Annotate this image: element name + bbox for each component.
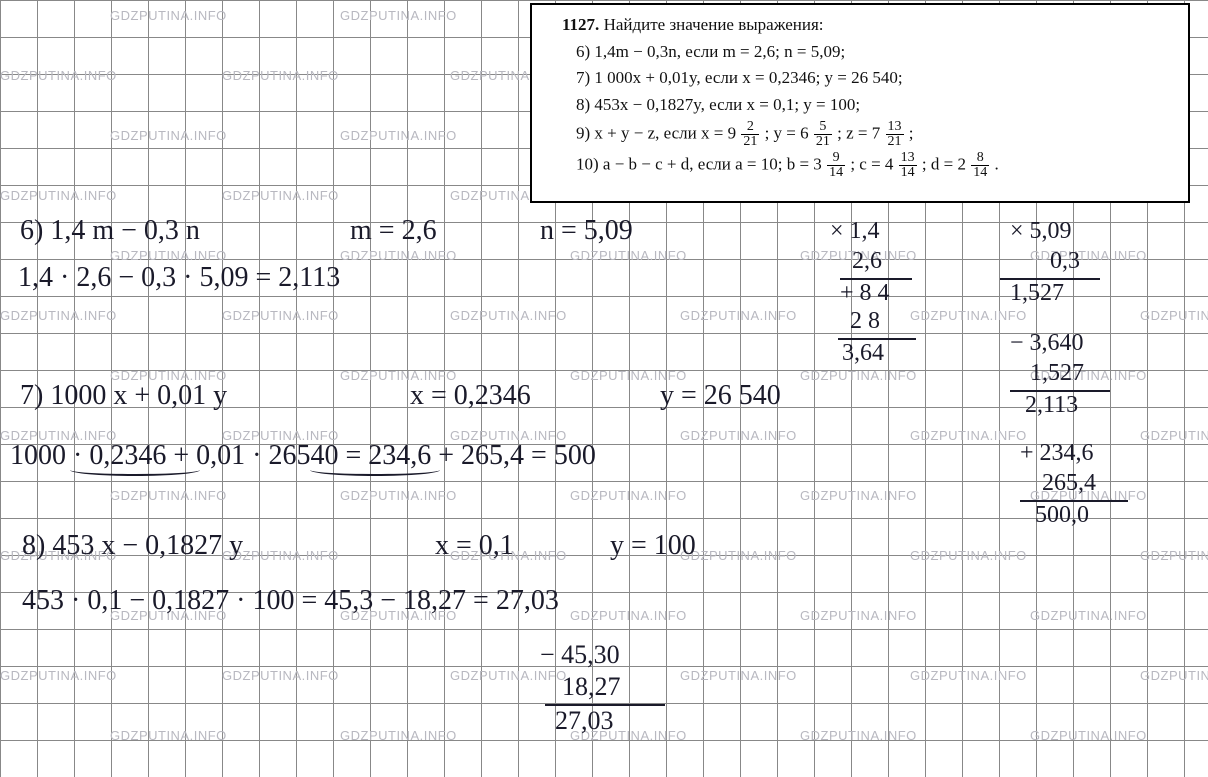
l9-prefix: 9) x + y − z, если x = 9 xyxy=(576,123,736,142)
problem-title-line: 1127. Найдите значение выражения: xyxy=(562,13,1174,38)
hand-p6-n: n = 5,09 xyxy=(540,215,633,247)
problem-number: 1127. xyxy=(562,15,599,34)
hand-col5-1: − 45,30 xyxy=(540,640,620,670)
problem-line-8: 8) 453x − 0,1827y, если x = 0,1; y = 100… xyxy=(576,93,1174,118)
hand-p7-calc: 1000 · 0,2346 + 0,01 · 26540 = 234,6 + 2… xyxy=(10,440,596,472)
hand-p6-expression: 6) 1,4 m − 0,3 n xyxy=(20,215,200,247)
fraction: 1321 xyxy=(886,120,904,149)
hand-p8-expression: 8) 453 x − 0,1827 y xyxy=(22,530,243,562)
hand-p8-y: y = 100 xyxy=(610,530,696,562)
hand-p8-x: x = 0,1 xyxy=(435,530,514,562)
hand-p7-y: y = 26 540 xyxy=(660,380,781,412)
hand-p7-expression: 7) 1000 x + 0,01 y xyxy=(20,380,227,412)
hand-p6-m: m = 2,6 xyxy=(350,215,437,247)
l9-mid2: ; z = 7 xyxy=(837,123,880,142)
problem-title: Найдите значение выражения: xyxy=(604,15,824,34)
hand-p8-calc: 453 · 0,1 − 0,1827 · 100 = 45,3 − 18,27 … xyxy=(22,585,559,617)
hand-col3-2: 1,527 xyxy=(1030,360,1084,387)
problem-line-9: 9) x + y − z, если x = 9 221 ; y = 6 521… xyxy=(576,120,1174,149)
hand-col1-3: + 8 4 xyxy=(840,280,890,307)
problem-line-7: 7) 1 000x + 0,01y, если x = 0,2346; y = … xyxy=(576,66,1174,91)
hand-col1-2: 2,6 xyxy=(852,248,882,275)
hand-col1-5: 3,64 xyxy=(842,340,884,367)
hand-col1-4: 2 8 xyxy=(850,308,880,335)
fraction: 221 xyxy=(741,120,759,149)
problem-line-10: 10) a − b − c + d, если a = 10; b = 3 91… xyxy=(576,151,1174,180)
hand-col4-2: 265,4 xyxy=(1042,470,1096,497)
hand-col5-3: 27,03 xyxy=(555,706,614,736)
l9-mid1: ; y = 6 xyxy=(765,123,809,142)
l10-mid1: ; c = 4 xyxy=(850,154,893,173)
hand-col2-3: 1,527 xyxy=(1010,280,1064,307)
hand-p6-calc: 1,4 · 2,6 − 0,3 · 5,09 = 2,113 xyxy=(18,262,340,294)
hand-col1-1: × 1,4 xyxy=(830,218,880,245)
hand-col3-3: 2,113 xyxy=(1025,392,1078,419)
hand-col2-2: 0,3 xyxy=(1050,248,1080,275)
l10-end: . xyxy=(994,154,998,173)
hand-col5-2: 18,27 xyxy=(562,672,621,702)
hand-col4-3: 500,0 xyxy=(1035,502,1089,529)
l9-end: ; xyxy=(909,123,914,142)
l10-prefix: 10) a − b − c + d, если a = 10; b = 3 xyxy=(576,154,822,173)
fraction: 521 xyxy=(814,120,832,149)
hand-col3-1: − 3,640 xyxy=(1010,330,1084,357)
hand-col4-1: + 234,6 xyxy=(1020,440,1094,467)
fraction: 1314 xyxy=(899,151,917,180)
problem-statement-box: 1127. Найдите значение выражения: 6) 1,4… xyxy=(530,3,1190,203)
fraction: 914 xyxy=(827,151,845,180)
hand-col2-1: × 5,09 xyxy=(1010,218,1072,245)
fraction: 814 xyxy=(971,151,989,180)
problem-line-6: 6) 1,4m − 0,3n, если m = 2,6; n = 5,09; xyxy=(576,40,1174,65)
hand-p7-x: x = 0,2346 xyxy=(410,380,531,412)
l10-mid2: ; d = 2 xyxy=(922,154,966,173)
